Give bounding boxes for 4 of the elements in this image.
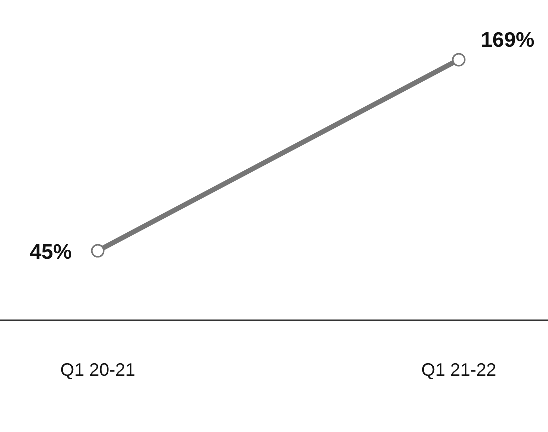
data-label: 45% <box>30 240 72 264</box>
data-label: 169% <box>481 29 536 52</box>
x-tick-label: Q1 21-22 <box>421 360 497 380</box>
x-tick-label: Q1 20-21 <box>60 360 136 380</box>
